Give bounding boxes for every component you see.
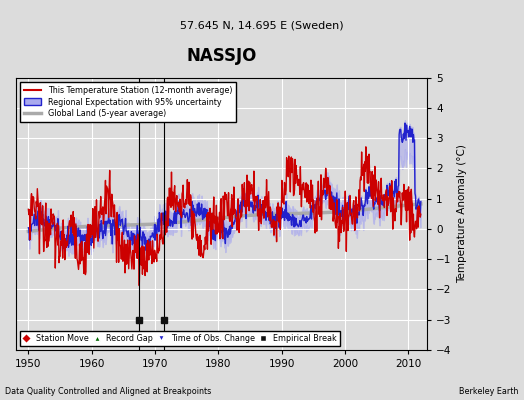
Title: NASSJO: NASSJO xyxy=(186,47,257,65)
Legend: Station Move, Record Gap, Time of Obs. Change, Empirical Break: Station Move, Record Gap, Time of Obs. C… xyxy=(20,330,340,346)
Text: Data Quality Controlled and Aligned at Breakpoints: Data Quality Controlled and Aligned at B… xyxy=(5,387,212,396)
Y-axis label: Temperature Anomaly (°C): Temperature Anomaly (°C) xyxy=(457,144,467,283)
Text: 57.645 N, 14.695 E (Sweden): 57.645 N, 14.695 E (Sweden) xyxy=(180,21,344,31)
Text: Berkeley Earth: Berkeley Earth xyxy=(460,387,519,396)
